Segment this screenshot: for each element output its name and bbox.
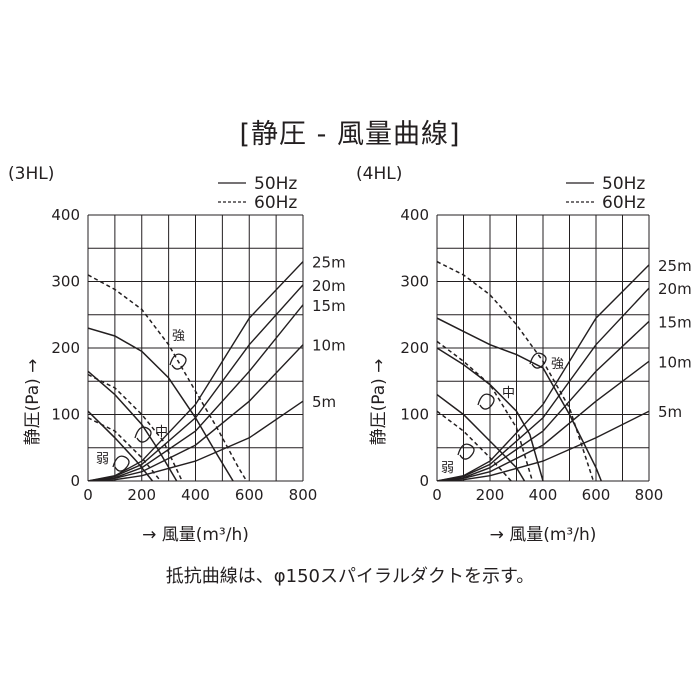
x-tick-label: 0 [432, 486, 442, 504]
annotation-label: 弱 [96, 452, 109, 467]
footnote: 抵抗曲線は、φ150スパイラルダクトを示す。 [165, 566, 535, 587]
x-tick-label: 200 [127, 486, 156, 504]
x-tick-label: 200 [476, 486, 505, 504]
resistance-curve-label: 10m [658, 353, 692, 371]
annotation-marker [529, 352, 547, 369]
annotation-marker [134, 426, 152, 443]
fan-curve-60Hz [437, 260, 595, 481]
fan-curve-60Hz [437, 410, 512, 481]
fan-curve-50Hz [437, 394, 526, 481]
fan-curve-60Hz [88, 274, 248, 481]
legend-label: 50Hz [254, 174, 297, 194]
fan-curve-50Hz [437, 347, 544, 481]
resistance-curve-label: 25m [658, 257, 692, 275]
fan-curve-50Hz [88, 370, 178, 481]
annotation-label: 中 [502, 386, 515, 401]
fan-curve-50Hz [437, 317, 602, 481]
y-tick-label: 300 [400, 273, 429, 291]
y-tick-label: 100 [51, 406, 80, 424]
legend-label: 50Hz [602, 174, 645, 194]
resistance-curve-label: 20m [312, 277, 346, 295]
x-axis-label: → 風量(m³/h) [490, 525, 597, 545]
y-tick-label: 400 [400, 206, 429, 224]
annotation-marker [477, 393, 495, 410]
annotation-marker [169, 353, 187, 370]
y-axis-label: 静圧(Pa) → [369, 359, 389, 446]
legend-label: 60Hz [254, 193, 297, 213]
plot-area [437, 260, 649, 481]
annotation-label: 弱 [441, 461, 454, 476]
resistance-curve-15m [88, 304, 303, 481]
plot-area [88, 261, 303, 481]
annotation-label: 中 [155, 425, 168, 440]
resistance-curve-label: 10m [312, 337, 346, 355]
fan-curve-50Hz [88, 327, 234, 481]
y-tick-label: 200 [51, 339, 80, 357]
y-axis-label: 静圧(Pa) → [23, 359, 43, 446]
x-tick-label: 400 [181, 486, 210, 504]
y-tick-label: 0 [70, 472, 80, 490]
resistance-curve-label: 15m [312, 297, 346, 315]
resistance-curve-label: 20m [658, 280, 692, 298]
resistance-curve-25m [437, 264, 649, 481]
model-label: (4HL) [356, 164, 402, 184]
x-tick-label: 600 [582, 486, 611, 504]
annotation-marker [112, 455, 130, 472]
page-title: [静圧 - 風量曲線] [239, 119, 461, 150]
legend-label: 60Hz [602, 193, 645, 213]
fan-curve-60Hz [88, 417, 162, 481]
x-tick-label: 400 [529, 486, 558, 504]
resistance-curve-label: 15m [658, 313, 692, 331]
annotation-label: 強 [172, 329, 185, 344]
x-tick-label: 800 [289, 486, 318, 504]
resistance-curve-label: 25m [312, 254, 346, 272]
x-axis-label: → 風量(m³/h) [142, 525, 249, 545]
resistance-curve-25m [88, 261, 303, 481]
fan-curve-60Hz [437, 340, 534, 481]
y-tick-label: 100 [400, 406, 429, 424]
y-tick-label: 400 [51, 206, 80, 224]
resistance-curve-label: 5m [312, 393, 336, 411]
y-tick-label: 0 [419, 472, 429, 490]
annotation-label: 強 [551, 357, 564, 372]
x-tick-label: 600 [235, 486, 264, 504]
y-tick-label: 200 [400, 339, 429, 357]
resistance-curve-label: 5m [658, 403, 682, 421]
x-tick-label: 800 [635, 486, 664, 504]
annotation-marker [457, 443, 475, 460]
model-label: (3HL) [8, 164, 54, 184]
x-tick-label: 0 [83, 486, 93, 504]
resistance-curve-15m [437, 320, 649, 481]
y-tick-label: 300 [51, 273, 80, 291]
